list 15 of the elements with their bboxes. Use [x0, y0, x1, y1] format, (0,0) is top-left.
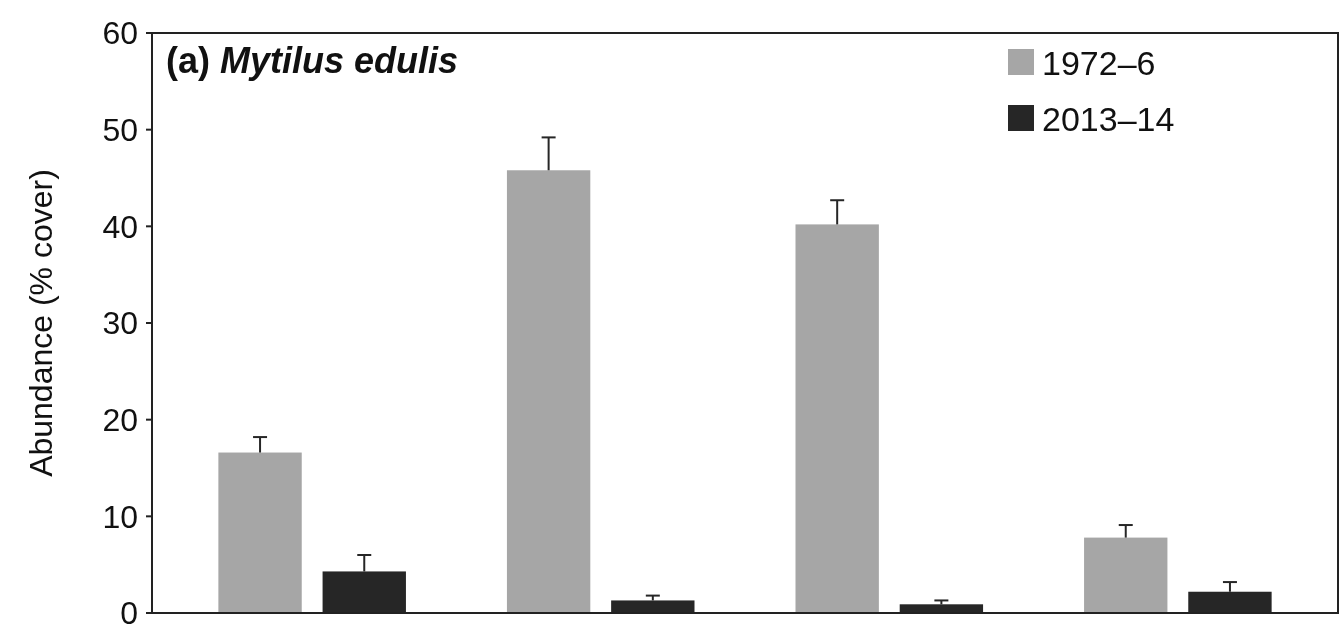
bar	[506, 170, 591, 613]
y-tick-label: 10	[102, 498, 138, 535]
y-tick-label: 60	[102, 15, 138, 52]
y-tick-label: 40	[102, 208, 138, 245]
bar	[795, 224, 879, 613]
chart-title: (a) Mytilus edulis	[166, 40, 459, 81]
legend-label: 2013–14	[1042, 99, 1175, 138]
y-tick-label: 50	[102, 111, 138, 148]
y-tick-label: 20	[102, 401, 138, 438]
y-tick-label: 0	[120, 595, 138, 632]
y-axis-title: Abundance (% cover)	[23, 169, 59, 477]
bar	[218, 452, 302, 613]
legend-label: 1972–6	[1042, 43, 1156, 82]
y-tick-label: 30	[102, 305, 138, 342]
bar	[1084, 537, 1168, 613]
